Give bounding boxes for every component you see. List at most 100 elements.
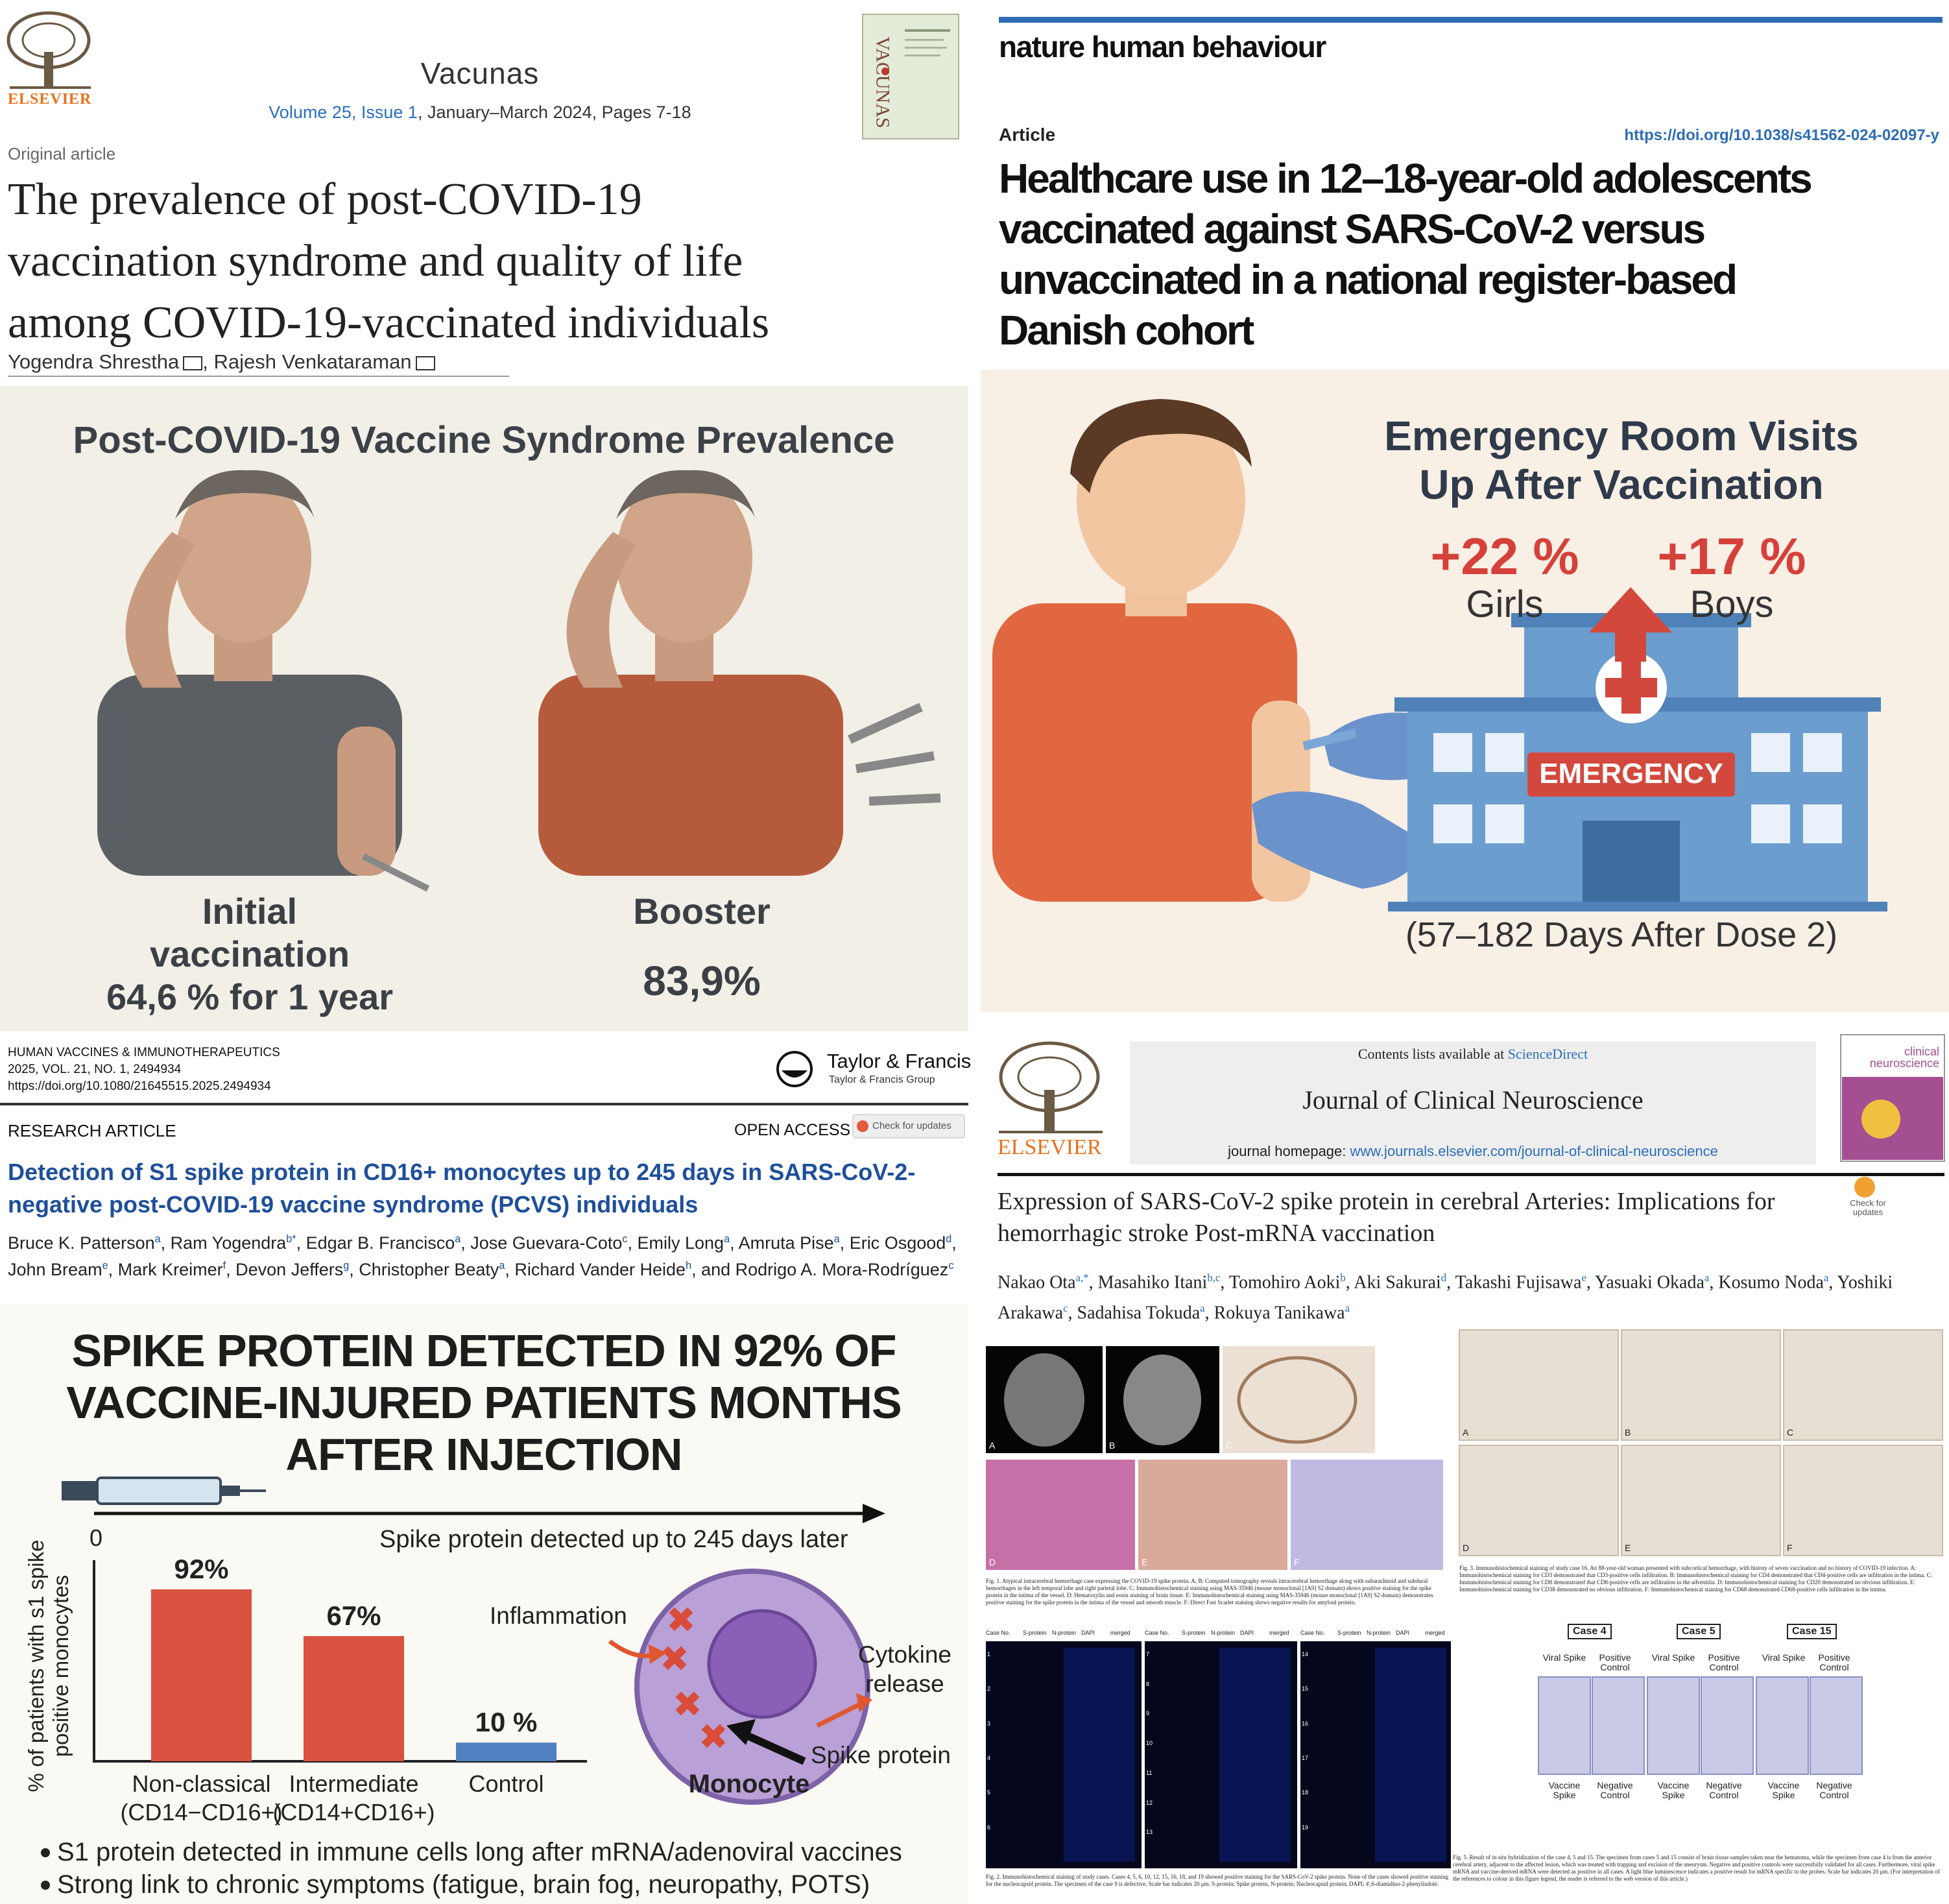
homepage-text: journal homepage: — [1228, 1143, 1350, 1159]
journal-cover — [905, 54, 940, 56]
check-updates[interactable]: Check for updates — [872, 1120, 951, 1131]
journal-rule — [999, 17, 1943, 23]
author-affiliation: c — [948, 1260, 954, 1271]
hospital — [1485, 733, 1524, 772]
boy — [1077, 402, 1245, 597]
author-separator: , — [1586, 1272, 1595, 1293]
case-label: Case 5 — [1677, 1624, 1721, 1639]
syringe — [221, 1486, 240, 1496]
author-list: Bruce K. Pattersona, Ram Yogendrab*, Edg… — [8, 1228, 961, 1281]
case-number: 6 — [987, 1824, 991, 1831]
author-affiliation: a,* — [1075, 1271, 1089, 1284]
envelope-icon — [415, 355, 435, 370]
girls-increase: +22 % — [1430, 527, 1579, 585]
issue-link[interactable]: Volume 25, Issue 1 — [269, 102, 418, 122]
fig3-images — [1783, 1445, 1943, 1556]
man-orange-shirt — [616, 470, 756, 519]
author-name: Jose Guevara-Coto — [470, 1233, 623, 1253]
author-name: Ram Yogendra — [170, 1233, 287, 1253]
author-separator: , — [226, 1260, 236, 1279]
case-number: 5 — [987, 1789, 991, 1796]
probe-label: Positive Control — [1708, 1652, 1740, 1672]
cover-title: clinical neuroscience — [1869, 1045, 1939, 1070]
man-gray-shirt — [175, 470, 315, 519]
author-separator: , — [1828, 1272, 1837, 1293]
probe-label: Viral Spike — [1542, 1652, 1586, 1663]
journal-rule — [999, 17, 1943, 23]
author-affiliation: f — [222, 1260, 226, 1271]
author-name[interactable]: Rajesh Venkataraman — [213, 350, 412, 373]
check-updates-badge — [852, 1114, 965, 1139]
case-number: 19 — [1302, 1824, 1309, 1831]
case-label: Case 15 — [1787, 1624, 1837, 1639]
author-name: Rokuya Tanikawa — [1214, 1303, 1345, 1323]
doi-link[interactable]: https://doi.org/10.1080/21645515.2025.24… — [8, 1079, 271, 1093]
author-list: Yogendra Shrestha, Rajesh Venkataraman — [8, 350, 435, 374]
bullet-text: S1 protein detected in immune cells long… — [57, 1838, 902, 1866]
doi-link[interactable]: https://doi.org/10.1038/s41562-024-02097… — [1624, 127, 1939, 144]
homepage-line: journal homepage: www.journals.elsevier.… — [1130, 1143, 1816, 1160]
fig3-images — [1621, 1445, 1781, 1556]
fig3-images — [1459, 1445, 1619, 1556]
fig1-images — [1004, 1353, 1084, 1447]
fig1-images — [1138, 1460, 1287, 1570]
author-affiliation: d — [946, 1233, 952, 1245]
envelope-icon — [183, 355, 203, 370]
case-number: 16 — [1302, 1720, 1309, 1727]
booster-value: 83,9% — [643, 958, 761, 1004]
author-affiliation: b,c — [1207, 1271, 1221, 1284]
category-label: Non-classical (CD14−CD16+) — [120, 1770, 283, 1826]
case-number: 15 — [1302, 1685, 1309, 1693]
author-separator: , — [505, 1260, 515, 1279]
publisher-name: Taylor & Francis — [827, 1050, 972, 1072]
fig5-images — [1701, 1676, 1754, 1775]
column-header: S-protein — [1337, 1630, 1361, 1636]
fig5-images — [1756, 1676, 1809, 1775]
author-name: and Rodrigo A. Mora-Rodríguez — [701, 1260, 949, 1279]
hospital — [1388, 902, 1887, 911]
elsevier-logo — [6, 11, 91, 69]
fig2-images — [986, 1641, 1451, 1868]
author-affiliation: h — [686, 1260, 692, 1271]
header-rule — [0, 1103, 968, 1105]
homepage-link[interactable]: www.journals.elsevier.com/journal-of-cli… — [1350, 1143, 1718, 1159]
author-affiliation: a — [154, 1233, 161, 1245]
author-separator: , — [1709, 1272, 1719, 1293]
elsevier-logo — [21, 22, 76, 58]
up-arrow — [1589, 587, 1672, 662]
author-name[interactable]: Yogendra Shrestha — [8, 350, 180, 373]
author-name: Yoshiki Arakawa — [998, 1272, 1893, 1323]
column-header: merged — [1425, 1630, 1445, 1636]
case-number: 17 — [1302, 1755, 1309, 1761]
bullet-dots — [41, 1848, 50, 1890]
author-affiliation: a — [499, 1260, 505, 1271]
fig1-images — [1237, 1356, 1357, 1444]
author-name: Bruce K. Patterson — [8, 1233, 155, 1253]
fig5-images — [1647, 1676, 1700, 1775]
monocyte — [662, 1646, 687, 1670]
fig2-images — [1064, 1648, 1135, 1862]
value-label: 67% — [326, 1600, 381, 1632]
case-number: 10 — [1146, 1740, 1153, 1747]
hospital — [1751, 804, 1790, 843]
boy — [992, 603, 1297, 902]
column-header: DAPI — [1240, 1630, 1254, 1636]
column-header: Case No. — [1300, 1630, 1325, 1636]
sciencedirect-link[interactable]: ScienceDirect — [1507, 1046, 1588, 1062]
check-updates[interactable]: Check for updates — [1850, 1198, 1886, 1217]
elsevier-logo — [1017, 1056, 1082, 1098]
elsevier-logo — [999, 1041, 1103, 1133]
y-axis-label: % of patients with s1 spike positive mon… — [24, 1539, 73, 1792]
check-updates-icon — [1854, 1177, 1875, 1198]
author-name: Kosumo Noda — [1718, 1272, 1824, 1293]
author-name: Aki Sakurai — [1354, 1272, 1441, 1293]
check-updates-icon — [1854, 1177, 1875, 1198]
author-separator: , — [160, 1233, 171, 1253]
bar — [304, 1636, 404, 1761]
man-gray-shirt — [125, 532, 195, 688]
author-affiliation: a — [1345, 1302, 1350, 1315]
man-orange-shirt — [616, 474, 752, 642]
infographic-title: SPIKE PROTEIN DETECTED IN 92% OF — [71, 1325, 897, 1376]
